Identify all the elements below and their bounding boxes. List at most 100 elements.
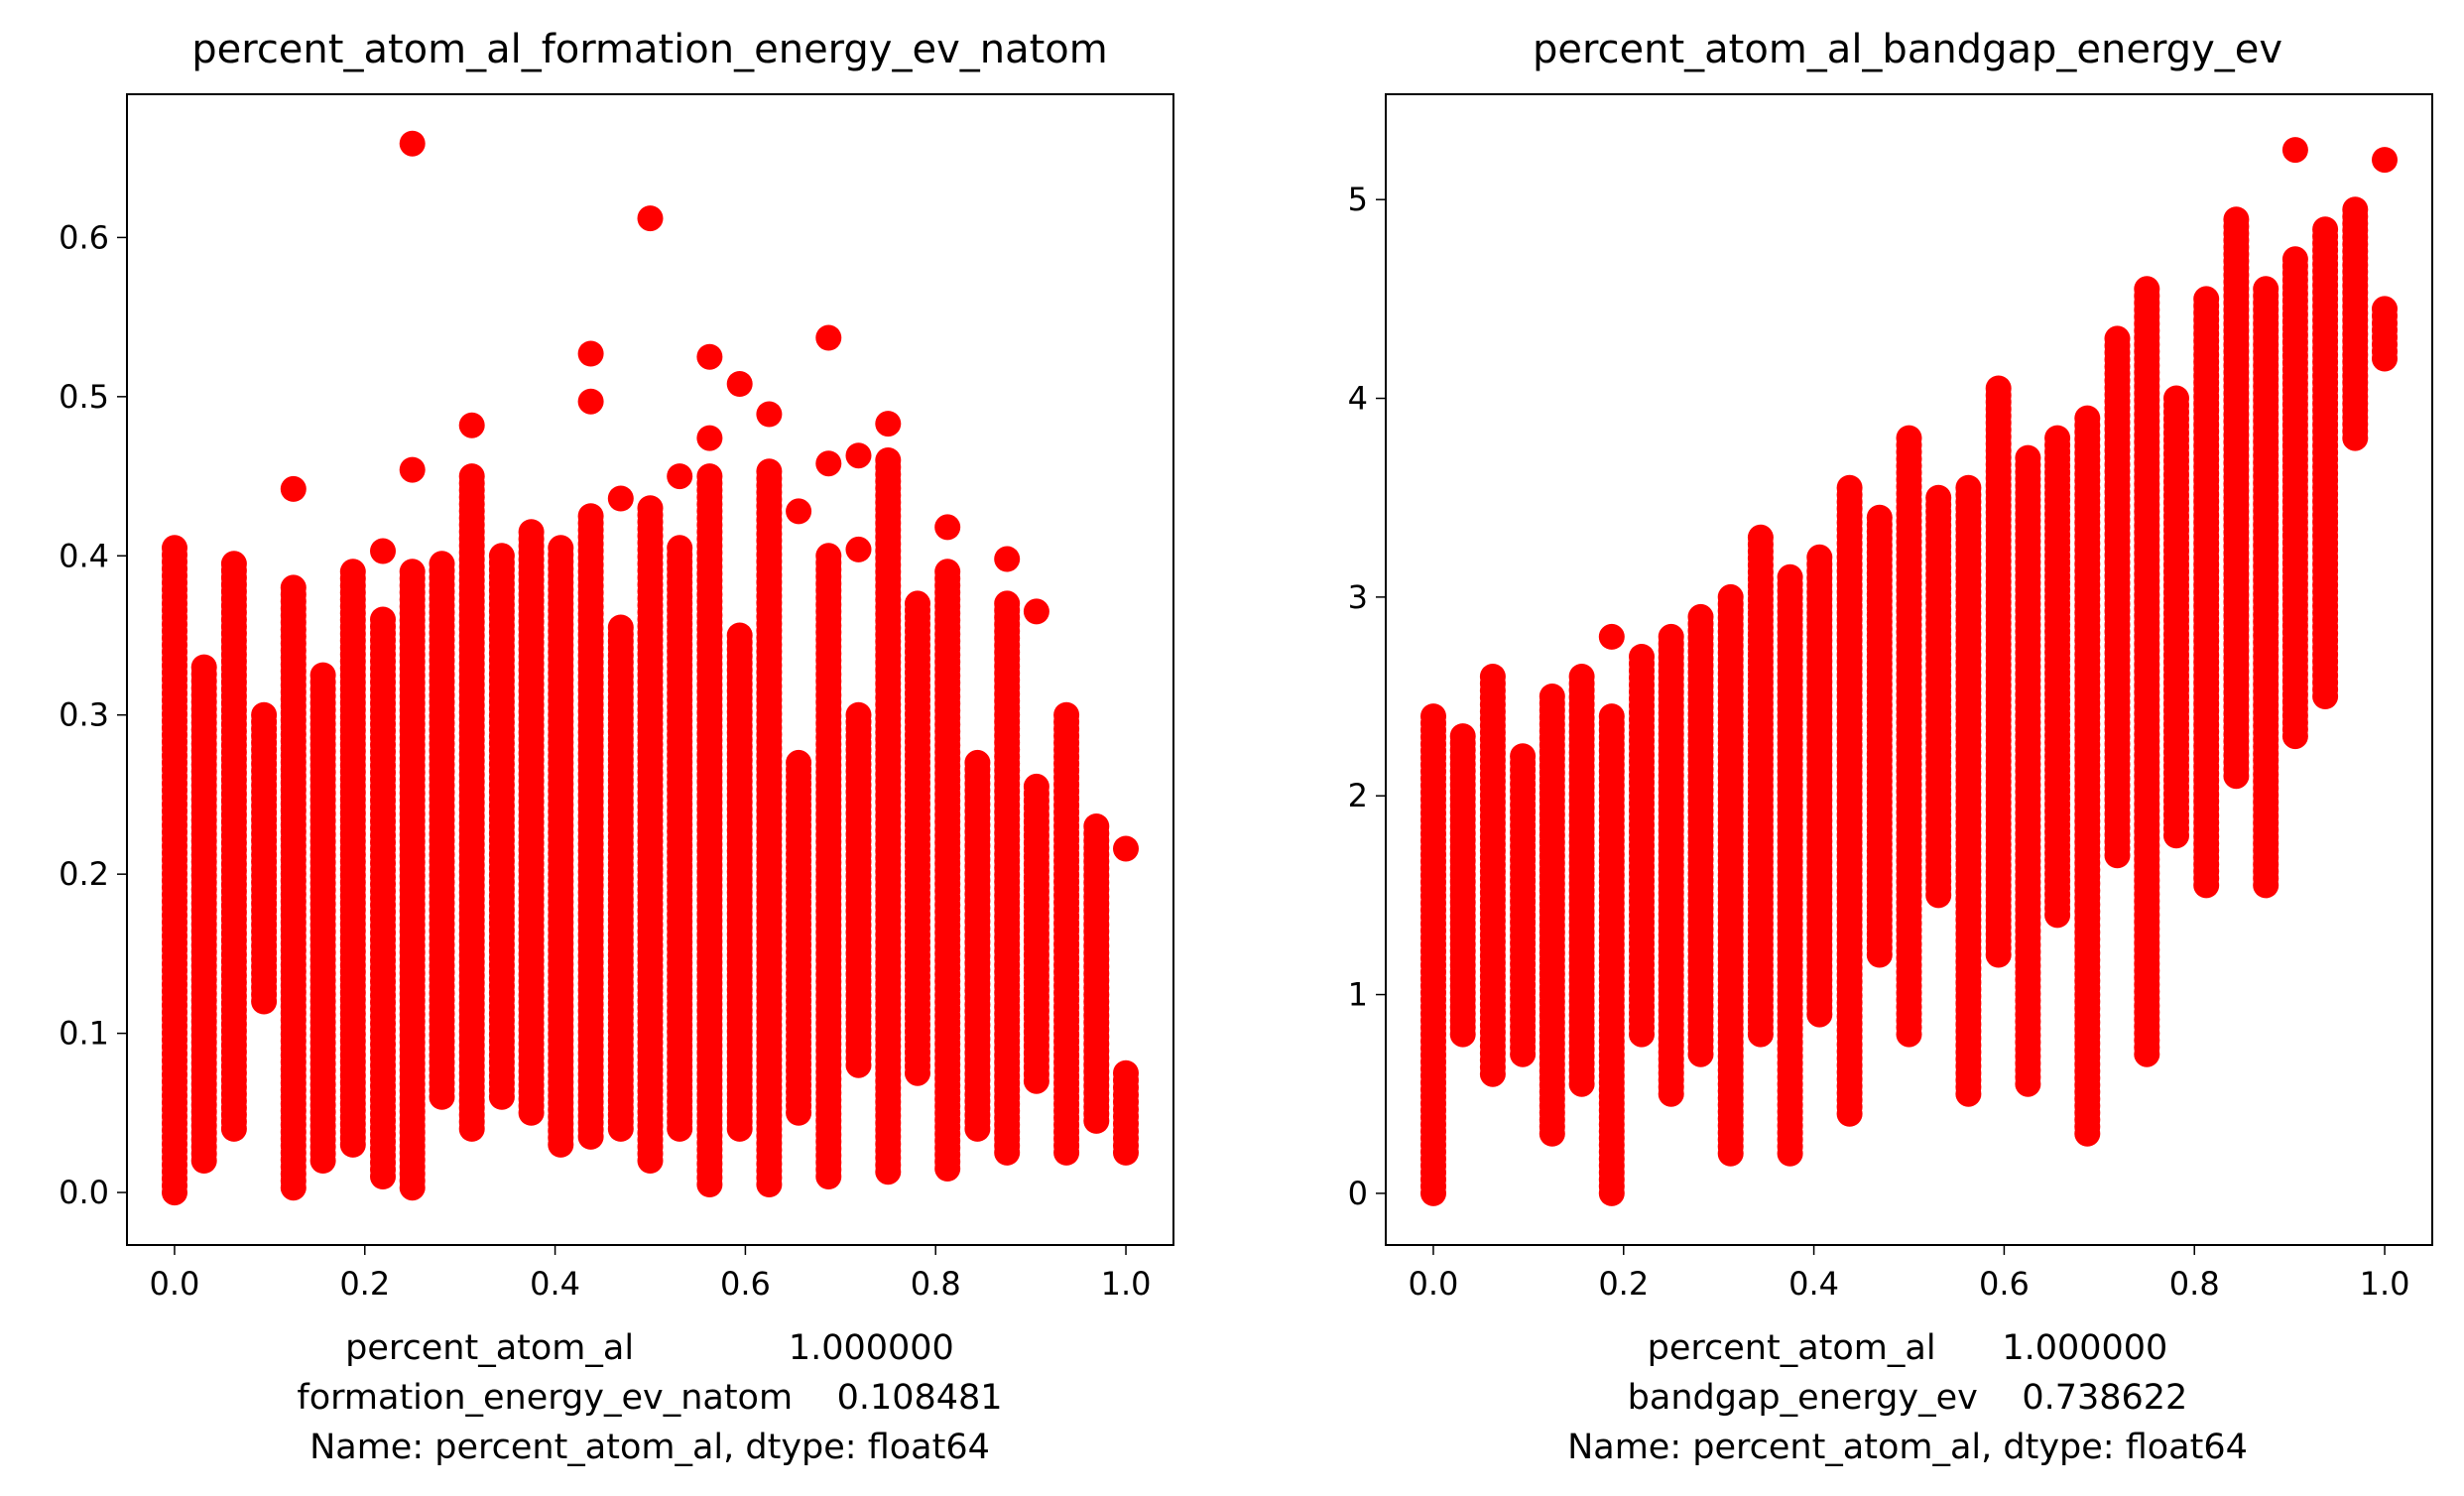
xlabel-line-3: Name: percent_atom_al, dtype: float64 xyxy=(309,1428,990,1467)
data-point xyxy=(1023,598,1049,625)
data-point xyxy=(1598,623,1625,650)
data-point xyxy=(1629,1021,1655,1048)
x-tick-label: 1.0 xyxy=(1101,1265,1152,1303)
data-point xyxy=(1053,1139,1080,1166)
subplot-formation-energy: percent_atom_al_formation_energy_ev_nato… xyxy=(59,27,1174,1467)
data-point xyxy=(2134,1041,2160,1067)
x-axis: 0.0 0.2 0.4 0.6 0.8 1.0 xyxy=(1409,1245,2410,1303)
data-point xyxy=(667,463,693,490)
y-tick-label: 0 xyxy=(1348,1175,1368,1212)
x-tick-label: 0.2 xyxy=(339,1265,390,1303)
data-point xyxy=(875,1159,902,1185)
data-point xyxy=(1806,1001,1833,1028)
y-tick-label: 3 xyxy=(1348,578,1368,616)
data-point xyxy=(2223,763,2250,790)
y-tick-label: 5 xyxy=(1348,181,1368,218)
data-point xyxy=(637,205,664,232)
data-point xyxy=(815,324,842,351)
data-point xyxy=(1420,1180,1446,1206)
data-point xyxy=(162,1180,187,1206)
x-tick-label: 0.2 xyxy=(1598,1265,1649,1303)
data-point xyxy=(2074,1120,2101,1147)
data-point xyxy=(637,1148,664,1174)
data-point xyxy=(2372,147,2398,174)
data-point xyxy=(1479,1060,1506,1087)
data-point xyxy=(1539,1120,1565,1147)
data-point xyxy=(458,1115,485,1142)
data-point xyxy=(577,340,604,367)
data-point xyxy=(1568,1070,1595,1097)
y-tick-label: 0.3 xyxy=(59,696,109,734)
data-point xyxy=(726,371,753,397)
data-point xyxy=(280,475,307,502)
data-point xyxy=(994,546,1021,572)
data-point xyxy=(399,130,426,157)
x-tick-label: 0.0 xyxy=(1409,1265,1459,1303)
data-point xyxy=(845,1052,872,1078)
data-point xyxy=(190,1148,217,1174)
y-tick-label: 0.2 xyxy=(59,855,109,893)
xlabel-line-1: percent_atom_al 1.000000 xyxy=(1648,1328,2168,1368)
data-point xyxy=(726,1115,753,1142)
x-tick-label: 0.4 xyxy=(1788,1265,1839,1303)
data-point xyxy=(696,343,723,370)
data-point xyxy=(548,1131,574,1158)
data-point xyxy=(696,1172,723,1197)
scatter-points xyxy=(1420,137,2398,1206)
xlabel-line-3: Name: percent_atom_al, dtype: float64 xyxy=(1567,1428,2248,1467)
data-point xyxy=(2253,872,2279,899)
data-point xyxy=(577,388,604,415)
x-axis: 0.0 0.2 0.4 0.6 0.8 1.0 xyxy=(150,1245,1152,1303)
data-point xyxy=(1925,882,1952,909)
x-tick-label: 0.6 xyxy=(720,1265,771,1303)
data-point xyxy=(696,425,723,451)
data-point xyxy=(488,1083,515,1110)
data-point xyxy=(875,411,902,437)
data-point xyxy=(1836,1100,1863,1127)
data-point xyxy=(309,1148,336,1174)
data-point xyxy=(994,1139,1021,1166)
data-point xyxy=(1449,1021,1476,1048)
data-point xyxy=(1687,1041,1714,1067)
x-tick-label: 0.6 xyxy=(1979,1265,2030,1303)
y-tick-label: 2 xyxy=(1348,777,1368,814)
data-point xyxy=(964,1115,991,1142)
data-point xyxy=(1510,1041,1537,1067)
subplot-bandgap-energy: percent_atom_al_bandgap_energy_ev 012345… xyxy=(1348,27,2433,1467)
xlabel-line-2: formation_energy_ev_natom 0.108481 xyxy=(297,1378,1002,1418)
data-point xyxy=(220,1115,247,1142)
data-point xyxy=(786,498,812,525)
data-point xyxy=(2342,425,2369,451)
data-point xyxy=(1113,835,1139,862)
y-axis: 0.00.10.20.30.40.50.6 xyxy=(59,218,127,1211)
data-point xyxy=(756,1172,783,1197)
data-point xyxy=(815,450,842,477)
data-point xyxy=(280,1175,307,1201)
x-tick-label: 0.4 xyxy=(530,1265,580,1303)
x-tick-label: 0.8 xyxy=(911,1265,961,1303)
data-point xyxy=(399,1175,426,1201)
scatter-points xyxy=(162,130,1139,1206)
data-point xyxy=(934,1156,961,1182)
data-point xyxy=(518,1099,545,1126)
data-point xyxy=(370,538,396,564)
data-point xyxy=(2193,872,2220,899)
x-tick-label: 1.0 xyxy=(2360,1265,2410,1303)
data-point xyxy=(667,1115,693,1142)
data-point xyxy=(815,1164,842,1189)
x-tick-label: 0.0 xyxy=(150,1265,200,1303)
data-point xyxy=(458,412,485,438)
data-point xyxy=(1598,1180,1625,1206)
y-tick-label: 0.5 xyxy=(59,378,109,416)
data-point xyxy=(2015,1070,2041,1097)
data-point xyxy=(429,1083,455,1110)
data-point xyxy=(1023,1067,1049,1094)
data-point xyxy=(1747,1021,1774,1048)
data-point xyxy=(786,1099,812,1126)
y-tick-label: 0.4 xyxy=(59,537,109,574)
data-point xyxy=(1083,1107,1110,1134)
y-tick-label: 4 xyxy=(1348,380,1368,418)
data-point xyxy=(905,1060,930,1086)
